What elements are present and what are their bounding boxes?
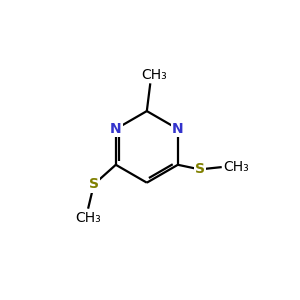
Text: N: N — [110, 122, 122, 136]
Text: S: S — [89, 177, 99, 191]
Text: S: S — [195, 162, 205, 176]
Text: N: N — [172, 122, 184, 136]
Text: CH₃: CH₃ — [75, 211, 101, 224]
Text: CH₃: CH₃ — [142, 68, 167, 82]
Text: CH₃: CH₃ — [223, 160, 249, 174]
